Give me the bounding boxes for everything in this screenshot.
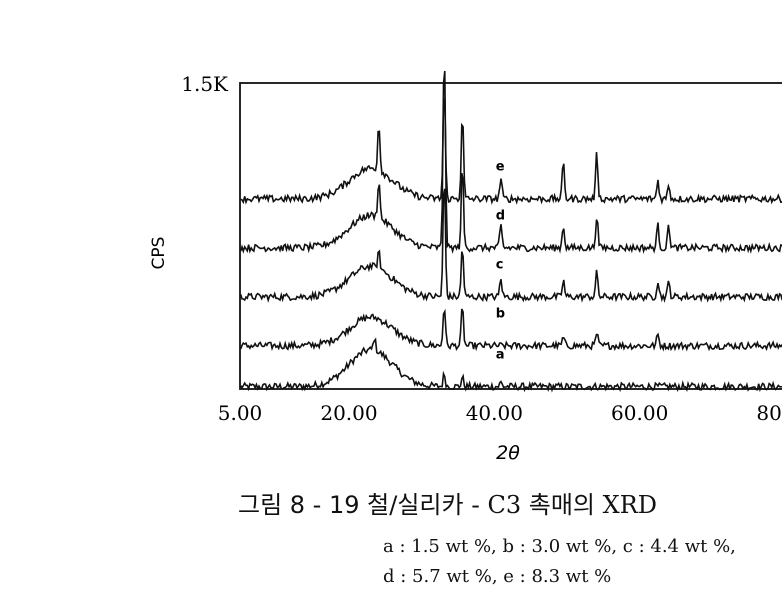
figure-label: 그림 8 - 19 [238, 491, 360, 519]
series-label-b: b [496, 307, 505, 322]
xrd-curves [239, 70, 782, 393]
method-name: XRD [602, 491, 658, 519]
series-line-c [239, 188, 782, 304]
series-line-b [239, 308, 782, 352]
y-axis-label: CPS [149, 237, 169, 270]
series-label-e: e [496, 160, 505, 175]
figure-caption: 그림 8 - 19 철/실리카 - C3 촉매의 XRD [238, 485, 657, 520]
x-tick-labels: 5.00 20.00 40.00 60.00 80.00 [218, 401, 782, 425]
x-tick-label: 40.00 [466, 401, 523, 425]
x-tick-label: 60.00 [611, 401, 668, 425]
y-tick-label: 1.5K [181, 72, 229, 96]
x-tick-label: 80.00 [756, 401, 782, 425]
caption-text-2: 촉매의 [521, 491, 603, 519]
x-axis-label: 2θ [496, 442, 520, 464]
caption-text-1: 철/실리카 - [367, 491, 488, 519]
plot-frame [239, 82, 782, 390]
series-line-a [239, 337, 782, 393]
series-labels: a b c d e [496, 160, 505, 363]
series-line-d [239, 70, 782, 255]
series-label-c: c [496, 258, 504, 273]
series-line-e [240, 98, 782, 206]
series-label-a: a [496, 347, 505, 362]
x-tick-label: 20.00 [320, 401, 377, 425]
series-label-d: d [496, 209, 505, 224]
legend-line-2: d : 5.7 wt %, e : 8.3 wt % [383, 566, 612, 587]
legend-line-1: a : 1.5 wt %, b : 3.0 wt %, c : 4.4 wt %… [383, 536, 736, 557]
catalyst-name: C3 [487, 491, 522, 519]
x-tick-label: 5.00 [218, 401, 263, 425]
